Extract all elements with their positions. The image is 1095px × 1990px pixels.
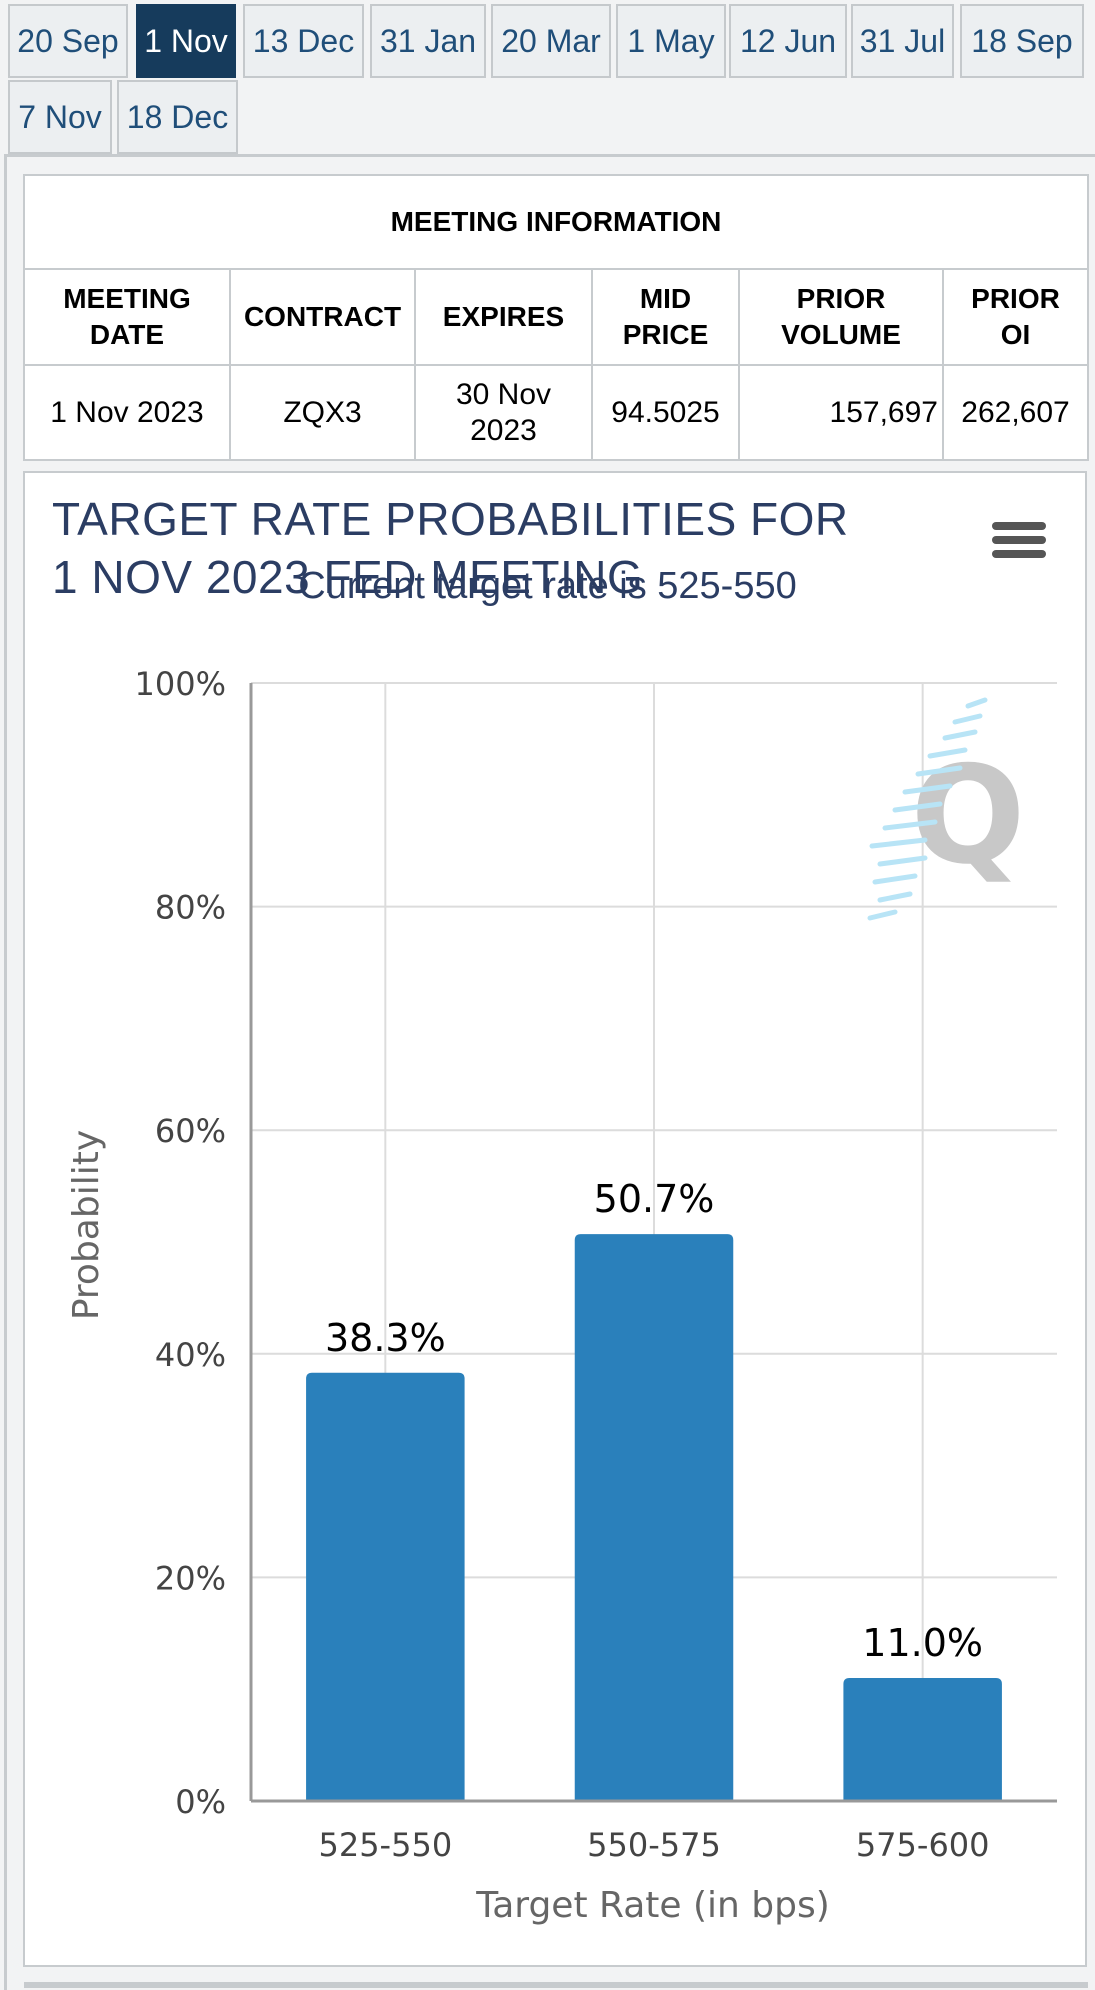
tab-20-mar[interactable]: 20 Mar: [491, 4, 611, 78]
tab-1-nov[interactable]: 1 Nov: [136, 4, 236, 78]
tab-31-jul[interactable]: 31 Jul: [851, 4, 954, 78]
data-label: 50.7%: [594, 1177, 715, 1221]
cell-mid-price: 94.5025: [591, 364, 740, 461]
chart-subtitle: Current target rate is 525-550: [298, 565, 797, 607]
y-tick-label: 80%: [155, 889, 226, 927]
header-prior-oi: PRIOR OI: [941, 268, 1090, 366]
data-label: 38.3%: [325, 1316, 446, 1360]
svg-text:Q: Q: [911, 737, 1026, 894]
cell-prior-oi: 262,607: [941, 364, 1090, 461]
chart-title: TARGET RATE PROBABILITIES FOR 1 NOV 2023…: [52, 490, 952, 606]
tab-12-jun[interactable]: 12 Jun: [729, 4, 847, 78]
header-prior-volume: PRIOR VOLUME: [738, 268, 944, 366]
cell-expires: 30 Nov 2023: [414, 364, 593, 461]
x-axis-label: Target Rate (in bps): [475, 1885, 830, 1926]
tab-31-jan[interactable]: 31 Jan: [370, 4, 486, 78]
tab-1-may[interactable]: 1 May: [616, 4, 726, 78]
cell-contract: ZQX3: [229, 364, 416, 461]
y-tick-label: 0%: [175, 1783, 226, 1821]
cell-meeting-date: 1 Nov 2023: [23, 364, 231, 461]
cell-prior-volume: 157,697: [738, 364, 944, 461]
bar[interactable]: [306, 1372, 465, 1801]
data-label: 11.0%: [862, 1621, 983, 1665]
bar[interactable]: [574, 1234, 734, 1801]
tab-18-sep[interactable]: 18 Sep: [960, 4, 1084, 78]
tab-13-dec[interactable]: 13 Dec: [243, 4, 364, 78]
chart-title-line-1: TARGET RATE PROBABILITIES FOR: [52, 493, 849, 545]
x-tick-label: 575-600: [856, 1826, 990, 1864]
header-contract: CONTRACT: [229, 268, 416, 366]
meeting-info-table: MEETING INFORMATION MEETING DATE CONTRACT…: [22, 174, 1090, 461]
x-tick-label: 525-550: [318, 1826, 452, 1864]
table-row: 1 Nov 2023 ZQX3 30 Nov 2023 94.5025 157,6…: [23, 364, 1090, 461]
meeting-info-title: MEETING INFORMATION: [22, 174, 1090, 270]
chart-title-line-2: 1 NOV 2023 FED MEETING: [52, 551, 644, 603]
divider: [24, 1982, 1088, 1988]
header-meeting-date: MEETING DATE: [23, 268, 231, 366]
q-logo-icon: Q: [867, 697, 1026, 921]
y-axis-label: Probability: [66, 1130, 107, 1320]
header-expires: EXPIRES: [414, 268, 593, 366]
y-tick-label: 60%: [155, 1112, 226, 1150]
tab-7-nov[interactable]: 7 Nov: [8, 80, 112, 154]
bar[interactable]: [843, 1678, 1002, 1801]
y-tick-label: 40%: [155, 1336, 226, 1374]
tab-20-sep[interactable]: 20 Sep: [8, 4, 128, 78]
hamburger-menu-icon[interactable]: [992, 522, 1046, 566]
tab-18-dec[interactable]: 18 Dec: [117, 80, 238, 154]
header-mid-price: MID PRICE: [591, 268, 740, 366]
y-tick-label: 100%: [135, 665, 226, 703]
y-tick-label: 20%: [155, 1559, 226, 1597]
x-tick-label: 550-575: [587, 1826, 721, 1864]
